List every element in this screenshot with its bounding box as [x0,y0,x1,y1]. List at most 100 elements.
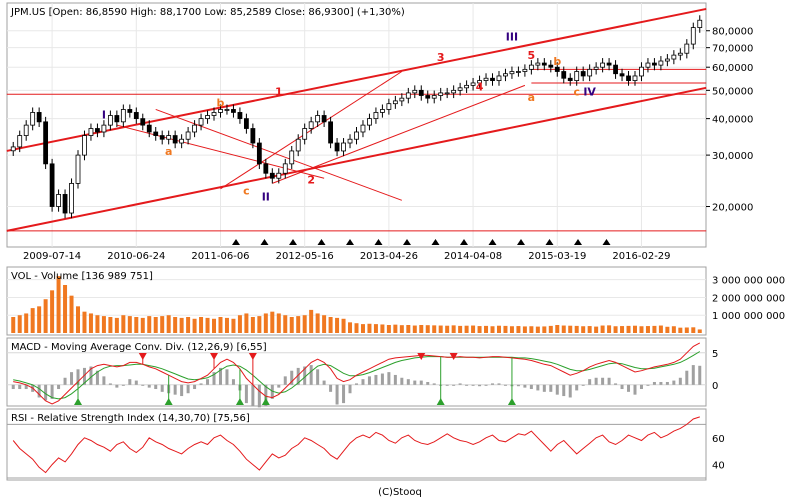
macd-y-tick-label: 0 [712,381,718,392]
volume-bar [516,326,521,333]
macd-histogram-bar [212,372,216,385]
price-candle [386,103,392,110]
volume-bar [166,315,171,333]
macd-histogram-bar [678,377,682,385]
price-x-tick-label: 2011-06-06 [191,251,249,262]
volume-bar [108,317,113,333]
price-candle [671,54,677,60]
price-candle [75,154,81,184]
macd-histogram-bar [231,379,235,385]
price-candle [509,71,515,75]
macd-sell-marker [210,353,219,360]
volume-bar [535,326,540,333]
macd-histogram-bar [458,383,462,385]
price-candle [56,194,61,207]
price-candle [120,109,126,123]
macd-histogram-bar [588,379,592,385]
volume-bar [451,325,456,333]
price-candle [328,121,333,144]
volume-bar [671,326,676,333]
macd-buy-marker [436,398,445,405]
price-candle [697,19,703,29]
price-title: JPM.US [Open: 86,8590 High: 88,1700 Low:… [10,7,405,18]
macd-histogram-bar [141,384,145,386]
trend-line [6,86,707,232]
volume-bar [697,329,702,333]
macd-histogram-bar [44,384,48,401]
volume-bar [522,326,527,333]
price-candle [101,124,107,133]
macd-histogram-bar [691,365,695,385]
cycle-marker-triangle [289,239,297,245]
macd-sell-marker [449,353,458,360]
cycle-marker-triangle [545,239,554,245]
volume-bar [438,325,443,333]
volume-bar [509,326,514,333]
macd-histogram-bar [355,383,358,385]
price-candle [373,112,379,120]
macd-histogram-bar [24,384,28,390]
price-candle [10,146,16,152]
price-candle [457,87,463,91]
price-candle [341,142,346,152]
volume-title: VOL - Volume [136 989 751] [11,271,153,282]
volume-bar [43,299,48,333]
volume-bar [63,285,68,333]
cycle-marker-triangle [374,239,383,245]
price-candle [360,124,366,133]
volume-bar [464,325,469,333]
volume-bar [121,315,126,333]
wave-label: a [528,91,535,104]
price-y-tick-label: 40,0000 [712,115,753,126]
macd-histogram-bar [102,376,106,385]
price-candle [243,118,249,129]
macd-histogram-bar [257,384,261,408]
wave-label: 3 [437,51,445,64]
cycle-marker-triangle [517,239,525,245]
price-candle [664,58,670,62]
macd-histogram-bar [277,384,281,388]
volume-bar [348,322,353,333]
macd-histogram-bar [503,384,507,386]
volume-bar [658,325,663,333]
volume-bar [69,295,74,333]
macd-histogram-bar [529,384,533,390]
volume-bar [244,313,249,333]
macd-histogram-bar [607,377,611,385]
cycle-marker-triangle [317,239,326,245]
price-candle [418,89,424,96]
macd-histogram-bar [193,384,197,390]
price-candle [211,112,217,116]
price-candle [315,115,321,123]
macd-histogram-bar [380,373,384,385]
macd-title: MACD - Moving Average Conv. Div. (12,26,… [11,342,267,353]
price-candle [567,77,573,81]
macd-histogram-bar [63,377,67,385]
macd-histogram-bar [37,384,41,398]
volume-bar [283,315,288,333]
macd-histogram-bar [685,370,689,385]
macd-histogram-bar [568,384,572,398]
wave-label: I [102,109,106,122]
macd-histogram-bar [342,384,346,404]
volume-bar [270,311,275,333]
price-candle [639,66,644,77]
macd-histogram-bar [309,365,313,385]
price-candle [522,68,528,72]
price-candle [380,109,385,113]
price-candle [580,71,586,77]
price-candle [354,131,359,140]
price-x-tick-label: 2010-06-24 [107,251,165,262]
macd-buy-marker [235,398,244,405]
macd-histogram-bar [11,384,15,390]
volume-bar [555,325,560,333]
price-candle [133,112,139,120]
macd-histogram-bar [484,384,488,386]
volume-bar [37,306,42,333]
price-x-tick-label: 2012-05-16 [276,251,334,262]
price-candle [302,128,308,140]
macd-histogram-bar [581,384,585,386]
macd-sell-marker [138,353,147,360]
price-candle [17,135,23,148]
price-candle [49,163,55,207]
